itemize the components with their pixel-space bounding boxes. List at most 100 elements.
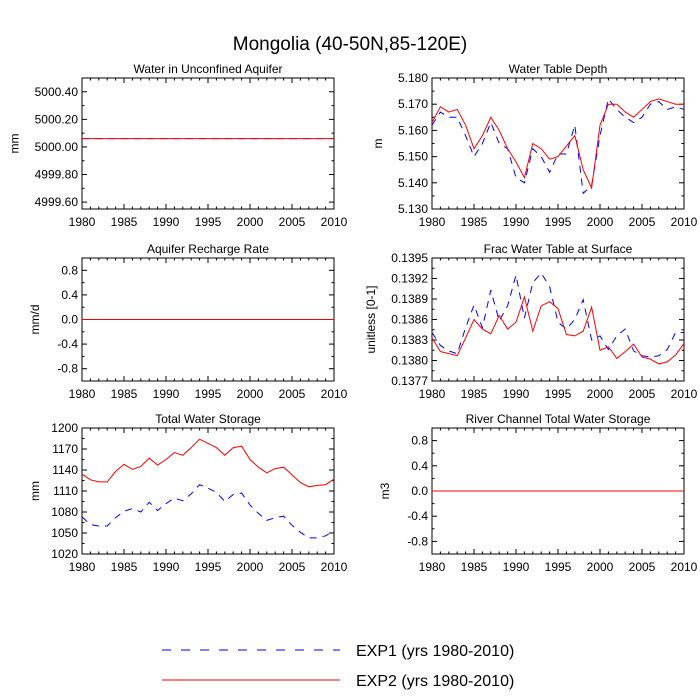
y-tick-label: 4999.60 [35,195,79,209]
x-tick-label: 1980 [69,560,96,574]
x-tick-label: 1990 [503,560,530,574]
x-tick-label: 1980 [419,387,446,401]
panel-title: Total Water Storage [155,412,261,426]
y-tick-label: 4999.80 [35,168,79,182]
series-line-exp1 [431,272,684,358]
y-tick-label: -0.4 [407,509,428,523]
x-tick-label: 1980 [69,387,96,401]
panel-water-table-depth: Water Table Depth 1980 1985 1990 1995 2000 200… [371,62,698,229]
y-axis-label: mm [7,134,21,154]
y-tick-label: 0.4 [61,288,78,302]
y-tick-label: 1080 [51,505,78,519]
x-tick-label: 1995 [195,215,222,229]
y-tick-label: 5000.20 [35,112,79,126]
x-tick-label: 2000 [587,387,614,401]
y-tick-label: 0.1383 [391,333,428,347]
y-tick-label: 1200 [51,421,78,435]
y-axis-label: mm/d [28,305,42,335]
y-tick-label: 5.140 [398,176,428,190]
panel-total-water-storage: Total Water Storage 1980 1985 1990 1995 2000 2… [28,412,348,574]
legend-label-exp2: EXP2 (yrs 1980-2010) [356,673,514,690]
y-tick-label: 5.130 [398,202,428,216]
x-tick-label: 1985 [111,215,138,229]
y-axis-label: unitless [0-1] [364,285,378,353]
chart-panels: Water in Unconfined Aquifer 1980 1985 1990 1… [7,62,697,574]
series-line-exp2 [81,438,335,488]
y-tick-label: 5000.40 [35,85,79,99]
series-line-exp2 [431,295,685,365]
y-tick-label: -0.8 [57,362,78,376]
y-tick-label: 1050 [51,526,78,540]
x-tick-label: 1995 [545,387,572,401]
x-tick-label: 1980 [419,560,446,574]
panel-title: Frac Water Table at Surface [484,242,633,256]
x-tick-label: 2010 [671,560,698,574]
x-tick-label: 2010 [671,387,698,401]
plot-frame [431,257,685,382]
panel-title: River Channel Total Water Storage [466,412,651,426]
y-tick-label: 1020 [51,547,78,561]
panel-title: Water in Unconfined Aquifer [134,62,283,76]
y-tick-label: -0.4 [57,337,78,351]
y-axis-label: mm [28,481,42,501]
y-tick-label: 5.150 [398,150,428,164]
x-tick-label: 2005 [279,387,306,401]
y-tick-label: 5.160 [398,123,428,137]
y-axis-label: m [371,139,385,149]
x-tick-label: 2005 [629,387,656,401]
panel-aquifer-recharge-rate: Aquifer Recharge Rate 1980 1985 1990 1995 200… [28,242,348,401]
x-tick-label: 1980 [69,215,96,229]
x-tick-label: 2000 [587,560,614,574]
plot-frame [431,77,685,210]
y-tick-label: 0.0 [411,484,428,498]
y-axis-label: m3 [378,482,392,499]
series-line-exp1 [431,97,685,195]
y-tick-label: 0.1395 [391,251,428,265]
panel-title: Aquifer Recharge Rate [147,242,269,256]
x-tick-label: 1995 [545,560,572,574]
y-tick-label: 1140 [52,463,78,477]
x-tick-label: 2010 [321,560,348,574]
x-tick-label: 1985 [111,387,138,401]
y-tick-label: 0.1377 [391,374,428,388]
x-tick-label: 1990 [153,560,180,574]
y-tick-label: 0.0 [61,313,78,327]
figure-title: Mongolia (40-50N,85-120E) [233,34,467,55]
x-tick-label: 1980 [419,215,446,229]
x-tick-label: 1995 [195,560,222,574]
y-tick-label: 0.1392 [391,272,428,286]
y-tick-label: -0.8 [407,534,428,548]
x-tick-label: 2000 [237,560,264,574]
y-tick-label: 0.8 [61,263,78,277]
y-tick-label: 0.1380 [391,354,428,368]
x-tick-label: 2005 [279,560,306,574]
x-tick-label: 1995 [545,215,572,229]
y-tick-label: 5.180 [398,71,428,85]
x-tick-label: 1990 [153,387,180,401]
x-tick-label: 2010 [671,215,698,229]
y-tick-label: 0.4 [411,459,428,473]
y-tick-label: 0.8 [411,434,428,448]
x-tick-label: 2010 [321,215,348,229]
x-tick-label: 1985 [461,387,488,401]
y-tick-label: 1110 [53,484,78,498]
y-tick-label: 5000.00 [35,140,79,154]
y-tick-label: 0.1389 [391,292,428,306]
plot-frame [81,427,335,555]
y-tick-label: 0.1386 [391,313,428,327]
series-line-exp1 [81,484,335,539]
x-tick-label: 2000 [587,215,614,229]
panel-water-unconfined-aquifer: Water in Unconfined Aquifer 1980 1985 1990 1… [7,62,347,229]
legend: EXP1 (yrs 1980-2010) EXP2 (yrs 1980-2010… [162,643,514,690]
x-tick-label: 1985 [461,560,488,574]
panel-river-channel-storage: River Channel Total Water Storage 1980 198… [378,412,698,574]
x-tick-label: 1985 [461,215,488,229]
y-tick-label: 1170 [52,442,78,456]
x-tick-label: 1985 [111,560,138,574]
x-tick-label: 1990 [153,215,180,229]
x-tick-label: 2005 [279,215,306,229]
x-tick-label: 2005 [629,215,656,229]
series-line-exp2 [431,98,684,190]
legend-label-exp1: EXP1 (yrs 1980-2010) [356,643,514,660]
